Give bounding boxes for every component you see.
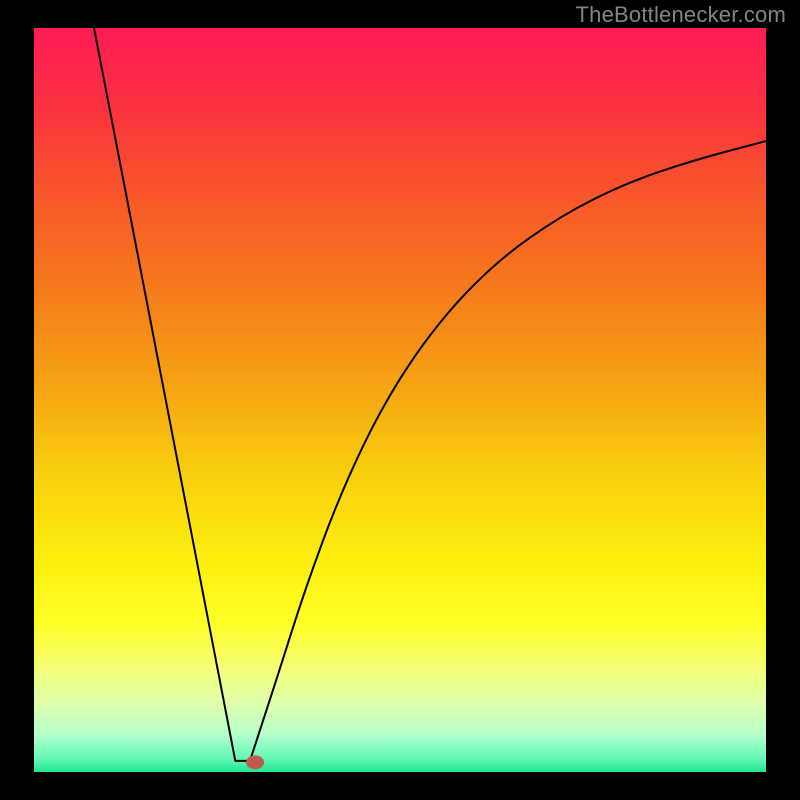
- vertex-marker: [246, 755, 264, 769]
- plot-svg: [34, 28, 766, 772]
- plot-area: [34, 28, 766, 772]
- gradient-background: [34, 28, 766, 772]
- watermark-text: TheBottlenecker.com: [576, 2, 786, 28]
- outer-frame: TheBottlenecker.com: [0, 0, 800, 800]
